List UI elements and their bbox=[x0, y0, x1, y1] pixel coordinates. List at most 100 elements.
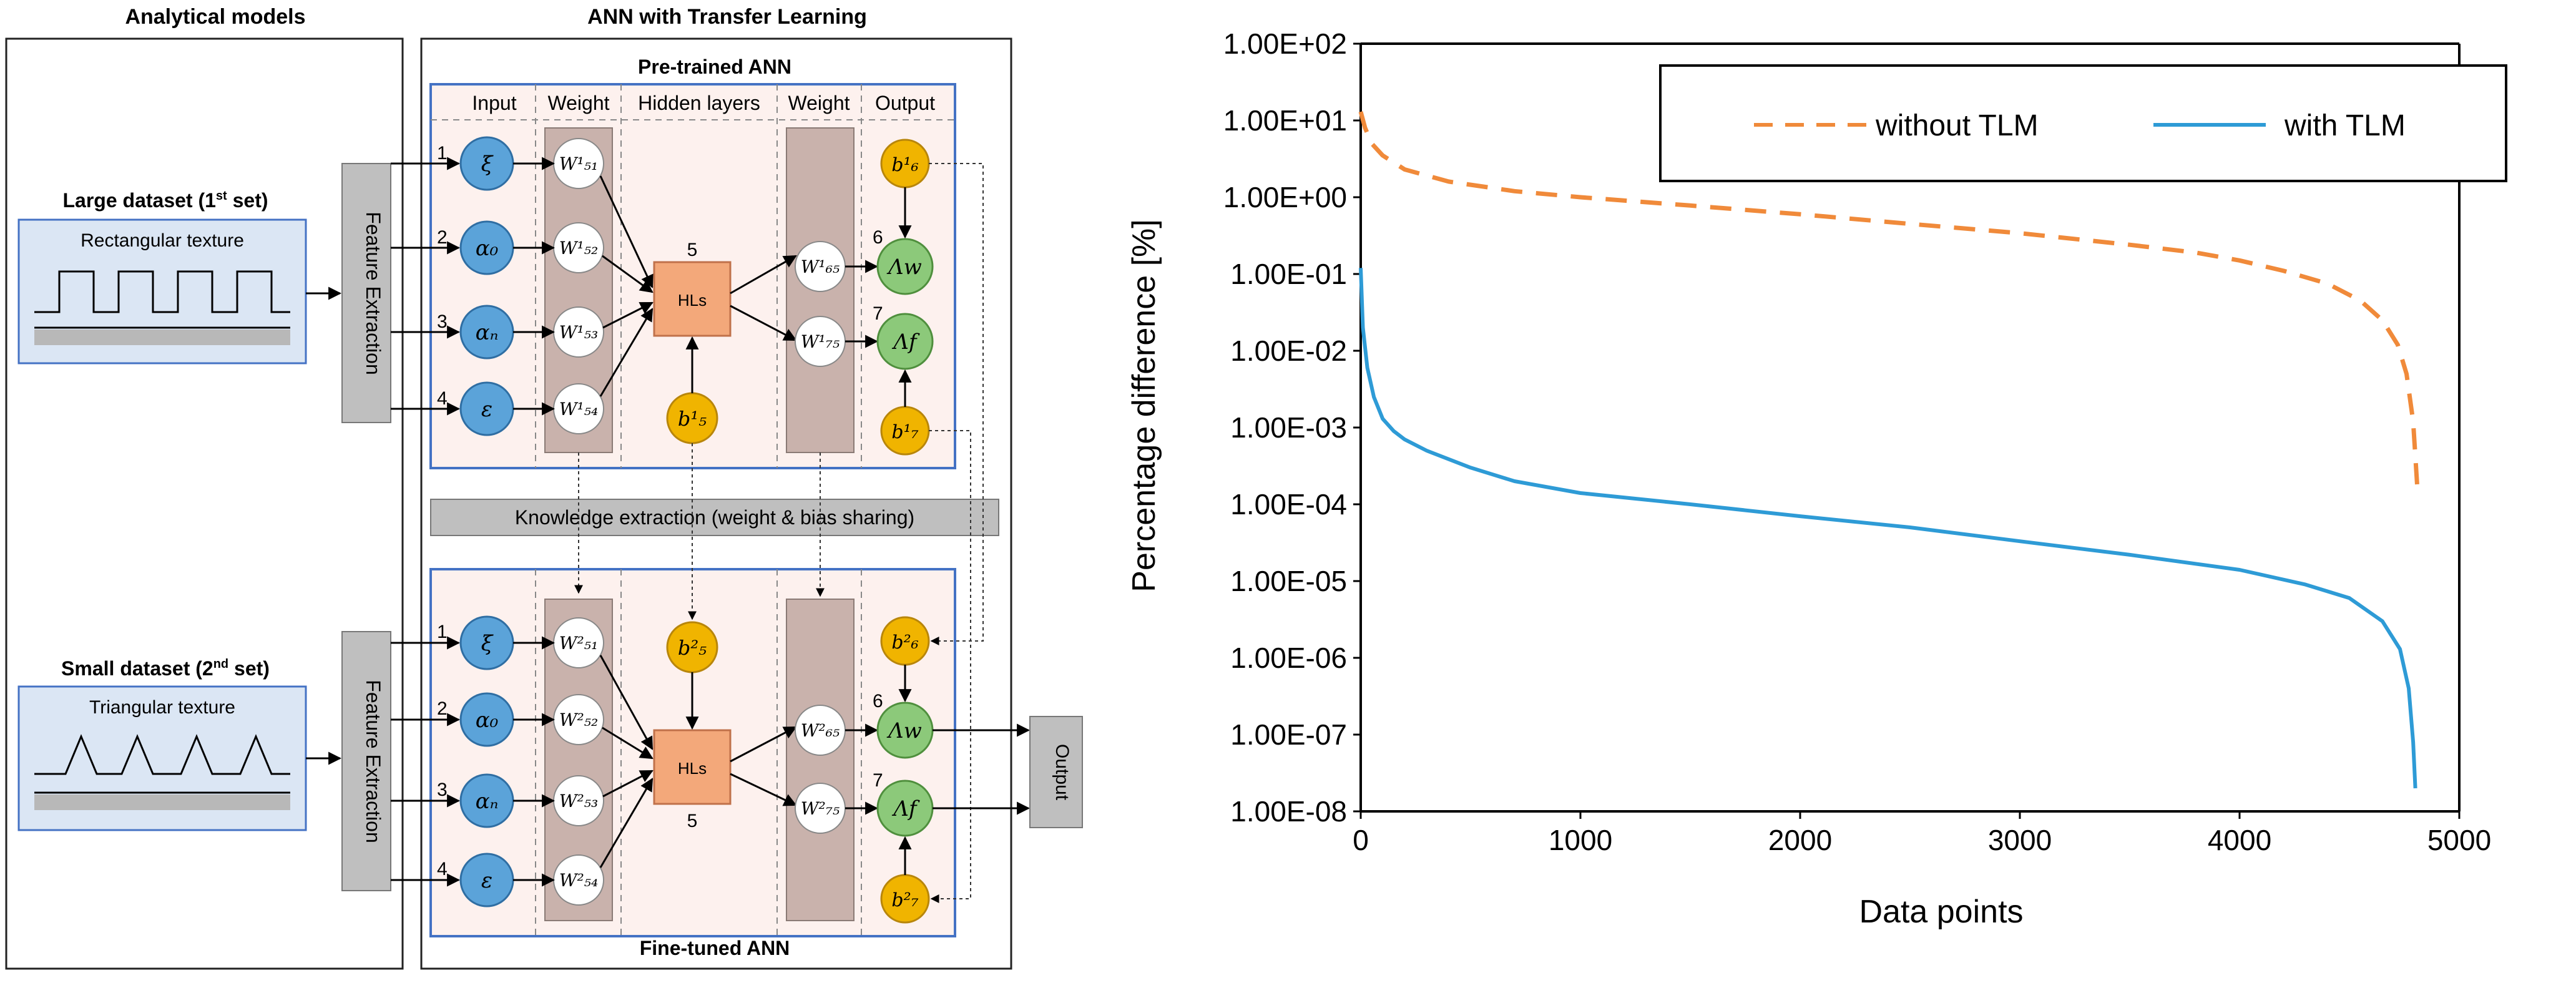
output-number: 6 bbox=[873, 227, 883, 248]
input-number: 1 bbox=[437, 143, 448, 164]
input-symbol: α₀ bbox=[476, 708, 499, 733]
hidden-node-number: 5 bbox=[687, 811, 698, 831]
hls-box-top bbox=[653, 261, 732, 337]
finetuned-title: Fine-tuned ANN bbox=[640, 937, 790, 959]
feature-extraction-label: Feature Extraction bbox=[362, 680, 384, 843]
out-weight-label: W¹₇₅ bbox=[801, 331, 840, 352]
pretrained-input-nodes: ξ α₀ αₙ ε bbox=[459, 136, 514, 436]
bias-label: b²₆ bbox=[891, 632, 918, 653]
y-tick-label: 1.00E-07 bbox=[1230, 718, 1347, 751]
out-weight-label: W¹₆₅ bbox=[801, 257, 840, 277]
legend: without TLM with TLM bbox=[1659, 64, 2507, 182]
weight-label: W¹₅₃ bbox=[559, 322, 598, 343]
x-tick-label: 1000 bbox=[1549, 824, 1612, 856]
output-symbol: Λw bbox=[886, 718, 922, 743]
output-symbol: Λf bbox=[891, 796, 920, 821]
input-symbol: αₙ bbox=[476, 789, 499, 814]
y-axis-label: Percentage difference [%] bbox=[1126, 219, 1162, 592]
bias-label: b²₅ bbox=[678, 636, 707, 660]
y-tick-label: 1.00E-06 bbox=[1230, 642, 1347, 674]
weight-label: W²₅₃ bbox=[559, 791, 598, 811]
out-weight-label: W²₆₅ bbox=[801, 720, 840, 741]
x-axis-label: Data points bbox=[1859, 894, 2023, 930]
y-tick-label: 1.00E+01 bbox=[1223, 104, 1347, 137]
weight-label: W¹₅₁ bbox=[559, 154, 598, 174]
input-number: 3 bbox=[437, 780, 448, 800]
input-number: 2 bbox=[437, 698, 448, 719]
series-line-without-tlm bbox=[1358, 111, 2420, 491]
input-symbol: ξ bbox=[481, 152, 494, 177]
bias-label: b²₇ bbox=[891, 889, 918, 911]
input-number: 3 bbox=[437, 311, 448, 332]
output-number: 7 bbox=[873, 303, 883, 324]
knowledge-extraction-label: Knowledge extraction (weight & bias shar… bbox=[515, 506, 914, 529]
triangular-texture-label: Triangular texture bbox=[89, 697, 235, 718]
sharing-lines bbox=[574, 163, 984, 903]
input-number: 4 bbox=[437, 859, 448, 879]
bias-label: b¹₅ bbox=[678, 407, 707, 431]
input-number: 1 bbox=[437, 622, 448, 642]
bias-label: b¹₇ bbox=[891, 421, 918, 443]
bias-label: b¹₆ bbox=[891, 154, 918, 176]
x-tick-label: 5000 bbox=[2427, 824, 2491, 856]
legend-label-with-tlm: with TLM bbox=[2284, 109, 2406, 142]
header-hidden: Hidden layers bbox=[638, 92, 760, 114]
pretrained-weight-nodes: W¹₅₁ W¹₅₂ W¹₅₃ W¹₅₄ bbox=[553, 138, 604, 434]
output-number: 6 bbox=[873, 691, 883, 712]
y-tick-label: 1.00E-04 bbox=[1230, 488, 1347, 521]
input-number: 4 bbox=[437, 388, 448, 409]
large-dataset-group: Large dataset (1st set) Rectangular text… bbox=[17, 189, 342, 364]
y-tick-label: 1.00E-02 bbox=[1230, 335, 1347, 367]
input-symbol: ε bbox=[481, 397, 492, 422]
weight-label: W²₅₄ bbox=[559, 870, 598, 891]
weight-label: W²₅₂ bbox=[559, 710, 598, 730]
x-tick-label: 0 bbox=[1353, 824, 1369, 856]
analytical-models-frame bbox=[5, 37, 404, 970]
feature-extraction-bottom bbox=[341, 631, 391, 891]
analytical-models-title: Analytical models bbox=[125, 5, 305, 29]
output-box bbox=[1029, 716, 1083, 828]
rectangular-texture-icon bbox=[34, 270, 290, 313]
output-symbol: Λw bbox=[886, 255, 922, 280]
y-tick-label: 1.00E+00 bbox=[1223, 181, 1347, 213]
series-line-with-tlm bbox=[1359, 268, 2417, 789]
legend-box bbox=[1659, 64, 2507, 182]
percentage-difference-chart: Percentage difference [%] Data points 1.… bbox=[1126, 27, 2507, 930]
weight-label: W¹₅₄ bbox=[559, 399, 598, 419]
weight-label: W²₅₁ bbox=[559, 633, 598, 653]
y-tick-label: 1.00E-08 bbox=[1230, 795, 1347, 828]
feature-extraction-label: Feature Extraction bbox=[362, 212, 384, 374]
input-symbol: α₀ bbox=[476, 236, 499, 261]
out-weight-label: W²₇₅ bbox=[801, 798, 840, 819]
feature-extraction-top bbox=[341, 163, 391, 423]
x-tick-label: 4000 bbox=[2208, 824, 2271, 856]
y-tick-label: 1.00E+02 bbox=[1223, 27, 1347, 60]
weight-label: W¹₅₂ bbox=[559, 238, 598, 258]
rectangular-texture-label: Rectangular texture bbox=[81, 230, 244, 251]
input-symbol: ξ bbox=[481, 631, 494, 656]
header-weight2: Weight bbox=[788, 92, 850, 114]
hls-label: HLs bbox=[678, 291, 707, 310]
y-tick-label: 1.00E-01 bbox=[1230, 258, 1347, 290]
knowledge-extraction-box bbox=[430, 499, 999, 536]
output-number: 7 bbox=[873, 770, 883, 791]
input-number: 2 bbox=[437, 227, 448, 248]
output-box-label: Output bbox=[1052, 744, 1072, 801]
hidden-node-number: 5 bbox=[687, 240, 698, 260]
output-symbol: Λf bbox=[891, 330, 920, 355]
pretrained-panel: Input Weight Hidden layers Weight Output… bbox=[429, 83, 956, 469]
y-tick-label: 1.00E-05 bbox=[1230, 565, 1347, 597]
header-weight: Weight bbox=[547, 92, 609, 114]
x-tick-label: 3000 bbox=[1988, 824, 2052, 856]
y-tick-label: 1.00E-03 bbox=[1230, 411, 1347, 444]
legend-label-without-tlm: without TLM bbox=[1875, 109, 2039, 142]
triangular-texture-icon bbox=[34, 734, 290, 775]
pretrained-title: Pre-trained ANN bbox=[638, 56, 791, 78]
ann-frame bbox=[420, 37, 1012, 970]
transfer-learning-diagram: Analytical models ANN with Transfer Lear… bbox=[5, 5, 1083, 970]
ann-title: ANN with Transfer Learning bbox=[587, 5, 867, 29]
header-input: Input bbox=[472, 92, 516, 114]
input-symbol: αₙ bbox=[476, 320, 499, 345]
header-output: Output bbox=[875, 92, 935, 114]
small-dataset-group: Small dataset (2nd set) Triangular textu… bbox=[17, 657, 342, 831]
